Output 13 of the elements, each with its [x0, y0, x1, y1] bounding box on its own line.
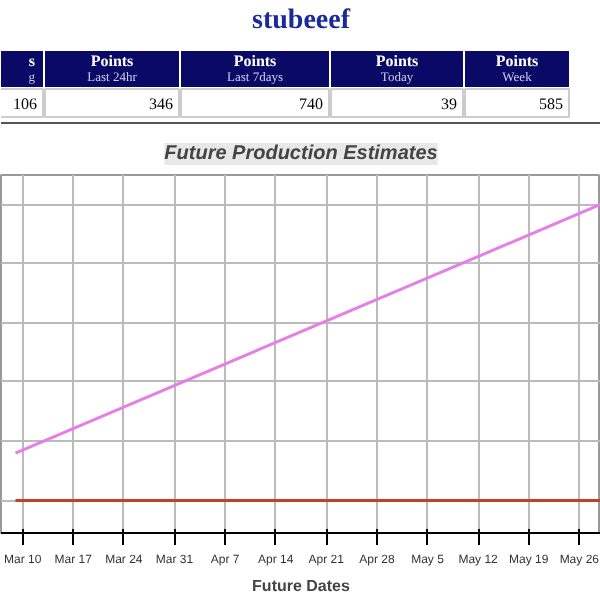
text: Points [90, 52, 134, 70]
chart-title: Future Production Estimates [164, 143, 439, 165]
text: stubeeef [252, 6, 351, 36]
text: Points [495, 52, 539, 70]
text: 39 [441, 95, 457, 113]
text: Points [375, 52, 419, 70]
text: 106 [13, 95, 37, 113]
text: s [28, 52, 36, 70]
x-axis-title: Future Dates [252, 577, 351, 595]
text: Points [233, 52, 277, 70]
text: 346 [149, 95, 173, 113]
text: 585 [539, 95, 563, 113]
text: 740 [299, 95, 323, 113]
